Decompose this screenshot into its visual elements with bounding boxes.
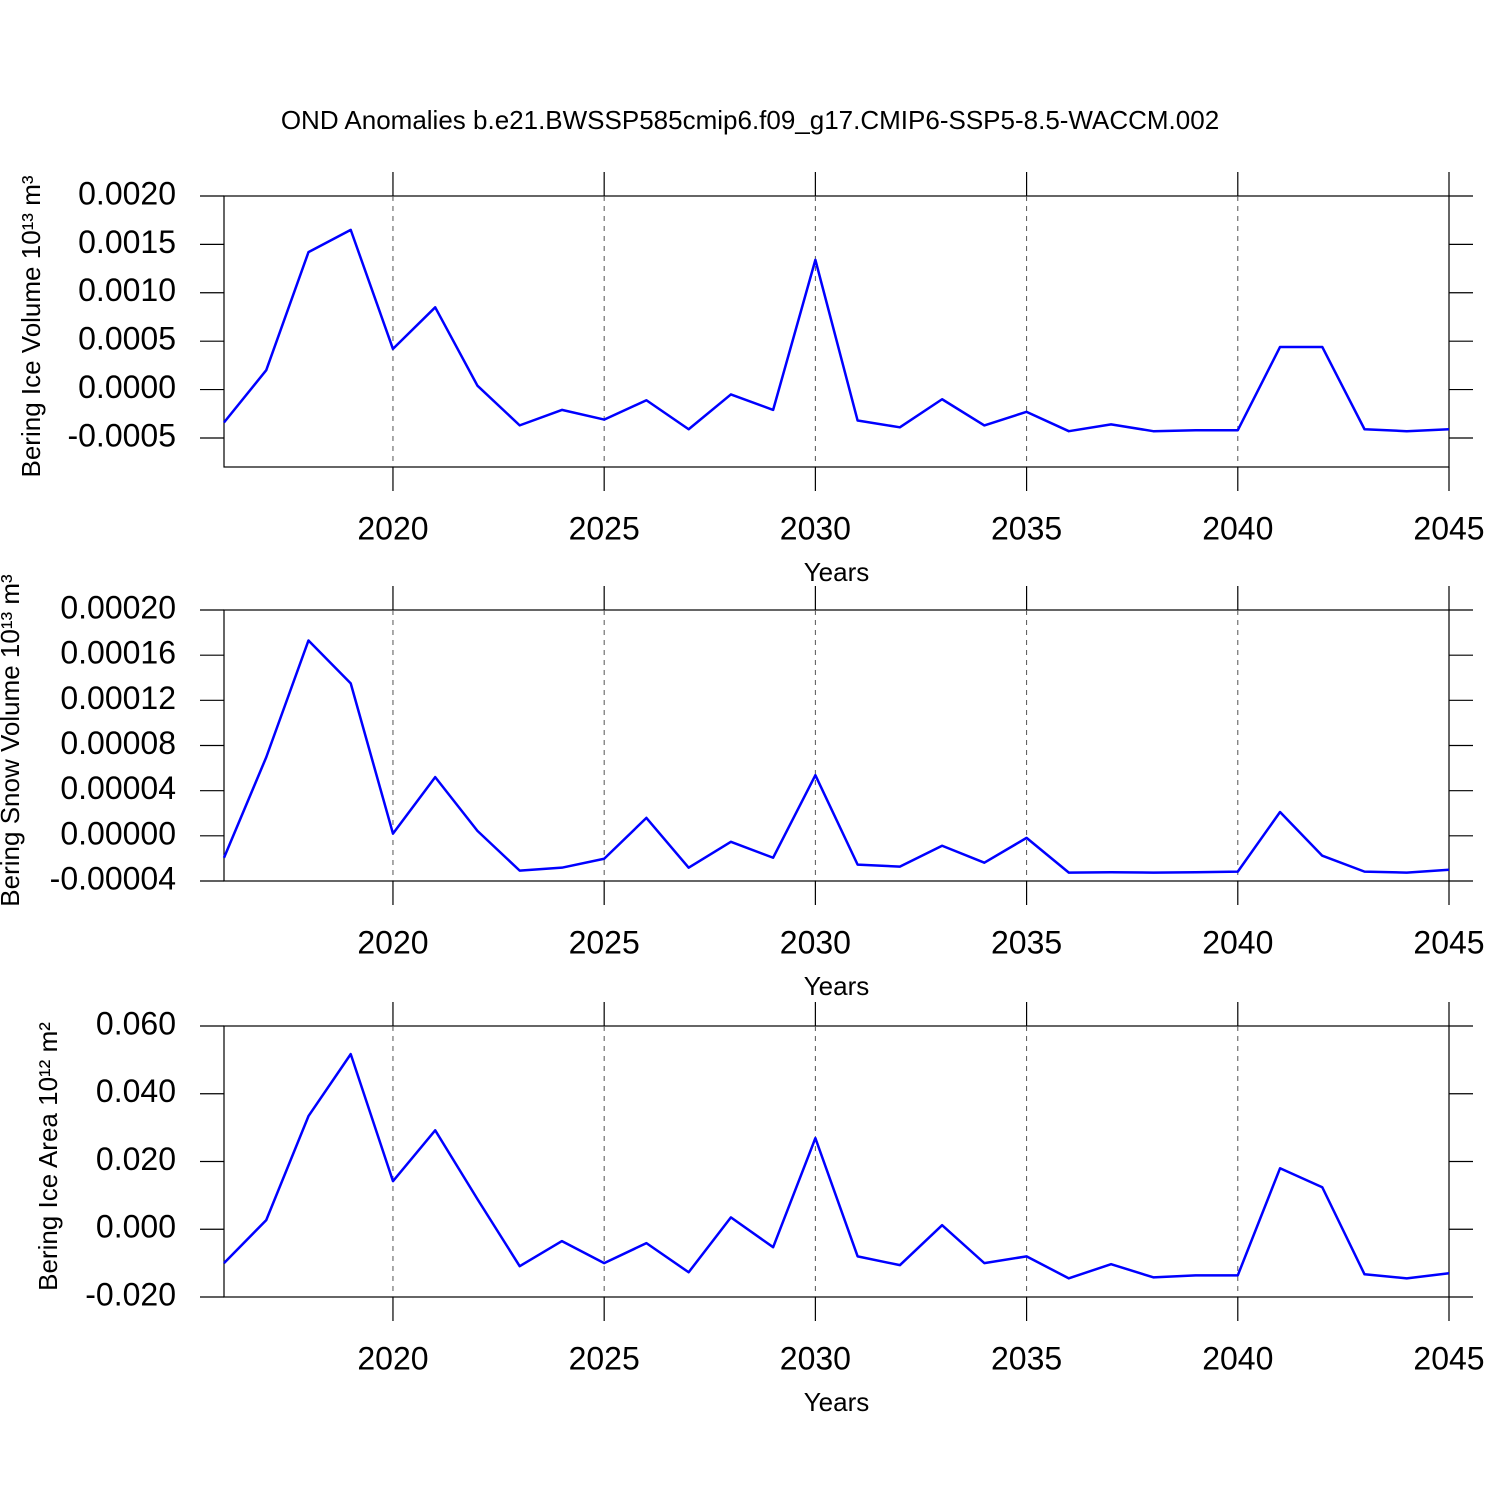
x-tick-label: 2025 (569, 510, 640, 546)
x-tick-label: 2025 (569, 924, 640, 960)
data-line (222, 639, 1450, 874)
y-tick-label: 0.00004 (60, 770, 176, 806)
y-axis-label: Bering Ice Area 10¹² m² (33, 1022, 63, 1291)
y-tick-label: -0.020 (85, 1276, 176, 1312)
x-tick-label: 2020 (357, 1340, 428, 1376)
x-tick-label: 2035 (991, 1340, 1062, 1376)
x-tick-label: 2045 (1413, 510, 1484, 546)
y-tick-label: -0.00004 (50, 860, 176, 896)
y-tick-label: 0.00020 (60, 589, 176, 625)
y-tick-label: 0.00016 (60, 635, 176, 671)
x-tick-label: 2030 (780, 924, 851, 960)
x-tick-label: 2040 (1202, 924, 1273, 960)
y-tick-label: 0.0020 (78, 175, 176, 211)
y-tick-label: 0.060 (96, 1005, 176, 1041)
x-tick-label: 2030 (780, 510, 851, 546)
y-tick-label: 0.00008 (60, 725, 176, 761)
y-axis-label: Bering Snow Volume 10¹³ m³ (0, 574, 25, 907)
y-tick-label: -0.0005 (67, 417, 176, 453)
y-tick-label: 0.0005 (78, 321, 176, 357)
x-tick-label: 2035 (991, 924, 1062, 960)
y-tick-label: 0.00012 (60, 680, 176, 716)
chart-title: OND Anomalies b.e21.BWSSP585cmip6.f09_g1… (281, 105, 1219, 135)
y-axis-label: Bering Ice Volume 10¹³ m³ (16, 175, 46, 477)
y-tick-label: 0.00000 (60, 815, 176, 851)
x-tick-label: 2040 (1202, 510, 1273, 546)
x-tick-label: 2020 (357, 924, 428, 960)
x-tick-label: 2035 (991, 510, 1062, 546)
x-axis-label: Years (804, 557, 870, 587)
x-axis-label: Years (804, 971, 870, 1001)
y-tick-label: 0.0010 (78, 272, 176, 308)
y-tick-label: 0.0000 (78, 369, 176, 405)
y-tick-label: 0.020 (96, 1141, 176, 1177)
y-tick-label: 0.000 (96, 1209, 176, 1245)
x-tick-label: 2045 (1413, 1340, 1484, 1376)
data-line (223, 1052, 1450, 1280)
x-tick-label: 2040 (1202, 1340, 1273, 1376)
x-tick-label: 2030 (780, 1340, 851, 1376)
data-line (223, 228, 1450, 433)
x-axis-label: Years (804, 1387, 870, 1417)
plot-frame (223, 195, 1450, 468)
x-tick-label: 2045 (1413, 924, 1484, 960)
x-tick-label: 2020 (357, 510, 428, 546)
x-tick-label: 2025 (569, 1340, 640, 1376)
y-tick-label: 0.040 (96, 1073, 176, 1109)
plot-frame (223, 609, 1450, 882)
y-tick-label: 0.0015 (78, 224, 176, 260)
